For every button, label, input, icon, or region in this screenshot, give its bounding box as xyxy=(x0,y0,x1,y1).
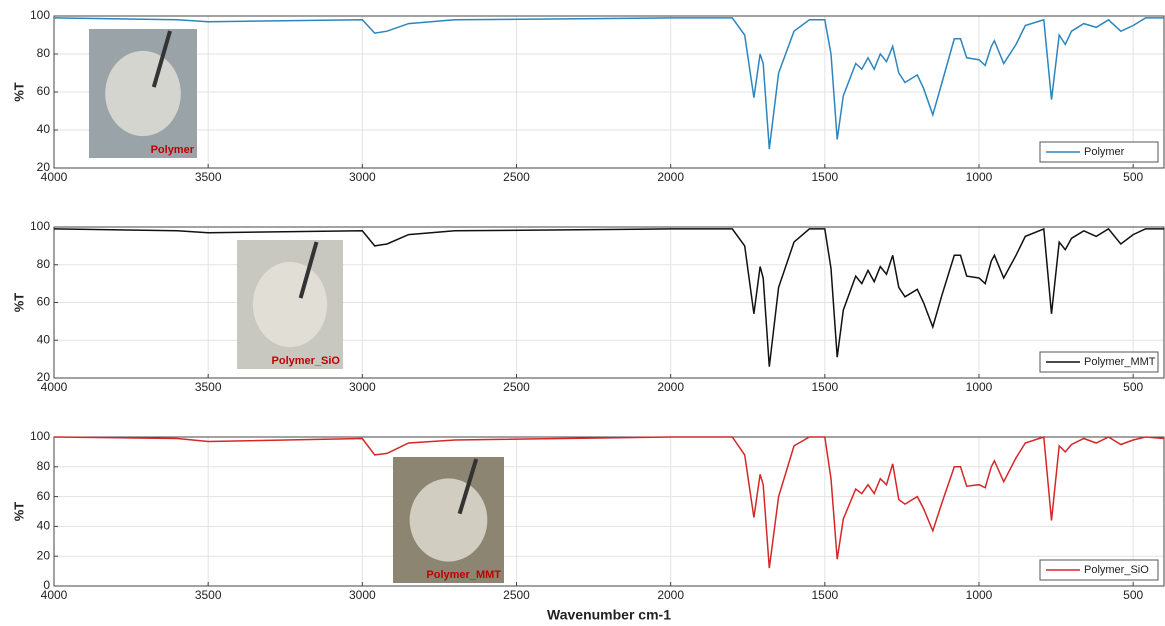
inset-label: Polymer_MMT xyxy=(426,569,501,581)
y-tick-label: 40 xyxy=(37,332,51,346)
x-tick-label: 3000 xyxy=(349,380,376,394)
x-tick-label: 2500 xyxy=(503,170,530,184)
inset-label: Polymer xyxy=(151,144,195,156)
axes-box xyxy=(53,226,1165,379)
y-tick-label: 100 xyxy=(30,8,50,22)
x-tick-label: 500 xyxy=(1123,170,1143,184)
legend-box xyxy=(1039,351,1159,373)
y-axis-label: %T xyxy=(11,502,26,522)
y-tick-label: 100 xyxy=(30,429,50,443)
x-tick-label: 4000 xyxy=(41,588,68,602)
legend-box xyxy=(1039,141,1159,163)
x-tick-label: 2000 xyxy=(657,588,684,602)
film-sample xyxy=(409,478,488,562)
y-axis-label: %T xyxy=(11,82,26,102)
y-tick-label: 60 xyxy=(37,295,51,309)
legend-box xyxy=(1039,559,1159,581)
y-tick-label: 40 xyxy=(37,122,51,136)
legend-label: Polymer xyxy=(1084,146,1125,158)
spectrum-line xyxy=(53,17,1164,150)
x-tick-label: 1500 xyxy=(811,380,838,394)
x-tick-label: 1000 xyxy=(966,380,993,394)
x-tick-label: 3000 xyxy=(349,170,376,184)
y-tick-label: 60 xyxy=(37,84,51,98)
x-tick-label: 3500 xyxy=(195,170,222,184)
y-tick-label: 20 xyxy=(37,548,51,562)
x-tick-label: 4000 xyxy=(41,380,68,394)
spectrum-line xyxy=(53,435,1165,569)
film-sample xyxy=(252,261,328,348)
y-axis-label: %T xyxy=(11,293,26,313)
x-tick-label: 1500 xyxy=(811,588,838,602)
x-tick-label: 3500 xyxy=(195,380,222,394)
x-tick-label: 3500 xyxy=(195,588,222,602)
axes-box xyxy=(53,15,1165,169)
x-tick-label: 2500 xyxy=(503,380,530,394)
x-tick-label: 500 xyxy=(1123,380,1143,394)
x-tick-label: 2500 xyxy=(503,588,530,602)
inset-label: Polymer_SiO xyxy=(272,355,341,367)
y-tick-label: 20 xyxy=(37,370,51,384)
legend-label: Polymer_SiO xyxy=(1084,564,1149,576)
x-tick-label: 2000 xyxy=(657,380,684,394)
y-tick-label: 0 xyxy=(43,578,50,592)
x-tick-label: 4000 xyxy=(41,170,68,184)
x-tick-label: 3000 xyxy=(349,588,376,602)
y-tick-label: 100 xyxy=(30,219,50,233)
x-tick-label: 2000 xyxy=(657,170,684,184)
tweezer xyxy=(457,458,479,515)
x-tick-label: 500 xyxy=(1123,588,1143,602)
film-sample xyxy=(105,50,181,137)
legend-label: Polymer_MMT xyxy=(1084,356,1156,368)
y-tick-label: 60 xyxy=(37,489,51,503)
tweezer xyxy=(151,30,172,88)
axes-box xyxy=(53,436,1165,587)
spectrum-line xyxy=(53,227,1164,367)
tweezer xyxy=(298,241,319,299)
x-tick-label: 1500 xyxy=(811,170,838,184)
y-tick-label: 80 xyxy=(37,459,51,473)
x-axis-label: Wavenumber cm-1 xyxy=(547,607,671,623)
y-tick-label: 80 xyxy=(37,46,51,60)
y-tick-label: 80 xyxy=(37,257,51,271)
y-tick-label: 40 xyxy=(37,519,51,533)
x-tick-label: 1000 xyxy=(966,588,993,602)
x-tick-label: 1000 xyxy=(966,170,993,184)
y-tick-label: 20 xyxy=(37,160,51,174)
